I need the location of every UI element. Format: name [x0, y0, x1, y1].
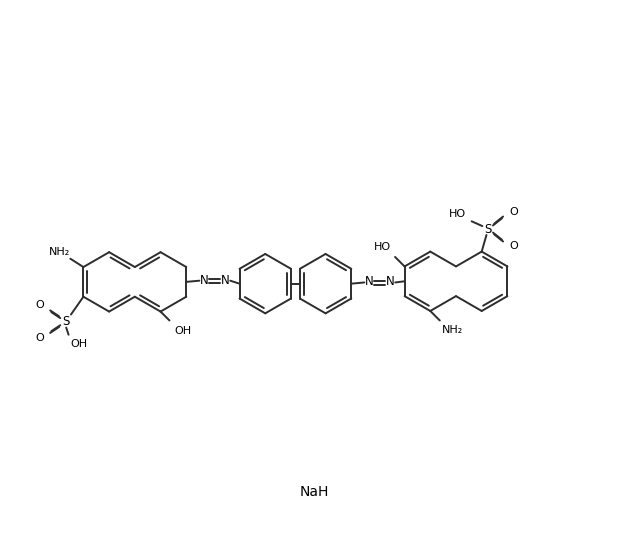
Text: HO: HO [374, 242, 391, 252]
Text: OH: OH [71, 339, 88, 349]
Text: N: N [386, 275, 394, 288]
Text: NH₂: NH₂ [441, 325, 463, 335]
Text: O: O [35, 333, 44, 343]
Text: S: S [62, 315, 69, 328]
Text: OH: OH [174, 326, 191, 335]
Text: N: N [200, 274, 208, 287]
Text: N: N [365, 275, 374, 288]
Text: NH₂: NH₂ [48, 247, 70, 257]
Text: HO: HO [449, 208, 466, 219]
Text: N: N [220, 274, 229, 287]
Text: O: O [35, 300, 44, 310]
Text: NaH: NaH [300, 485, 328, 499]
Text: O: O [509, 241, 518, 251]
Text: O: O [509, 207, 518, 218]
Text: S: S [484, 222, 491, 235]
